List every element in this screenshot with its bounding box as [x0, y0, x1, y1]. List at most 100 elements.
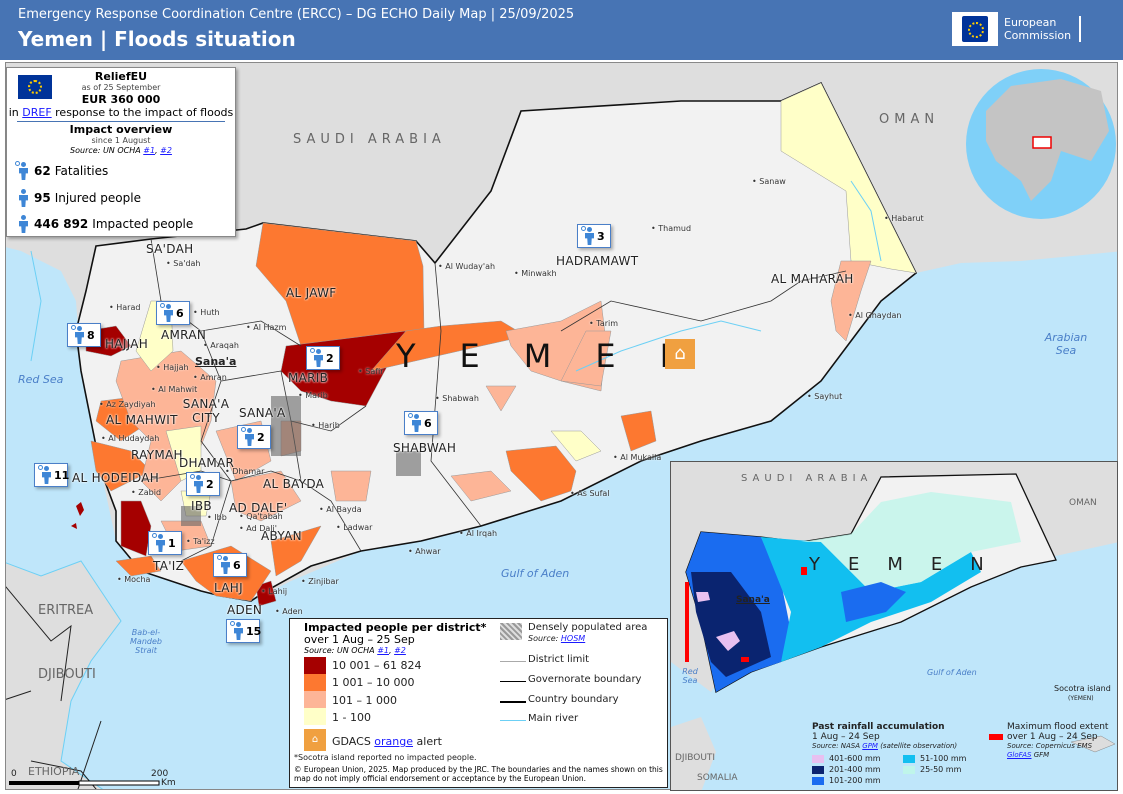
- legend-class2: 101 – 1 000: [332, 694, 397, 707]
- copyright: © European Union, 2025. Map produced by …: [294, 765, 663, 783]
- rain-swatch: [812, 777, 824, 785]
- impacted-people-icon: [15, 214, 30, 234]
- legend-link-1[interactable]: #1: [377, 646, 389, 655]
- source-link-2[interactable]: #2: [160, 146, 172, 155]
- source-link-1[interactable]: #1: [143, 146, 156, 155]
- main-map[interactable]: SAUDI ARABIA OMAN ERITREA DJIBOUTI ETHIO…: [5, 62, 1118, 790]
- governorate-label: RAYMAH: [131, 448, 183, 462]
- legend-class3: 1 001 – 10 000: [332, 676, 415, 689]
- gdacs-orange-alert-icon[interactable]: ⌂: [665, 339, 695, 369]
- legend-period: over 1 Aug – 25 Sep: [304, 633, 415, 646]
- gdacs-link[interactable]: orange: [374, 735, 414, 748]
- town-label: • Ta'izz: [186, 537, 215, 546]
- page-title: Yemen | Floods situation: [18, 27, 296, 51]
- person-icon: [38, 465, 53, 485]
- fatality-marker[interactable]: 2: [186, 472, 220, 496]
- town-label: • Minwakh: [514, 269, 557, 278]
- governorate-label: AL BAYDA: [263, 477, 325, 491]
- fatality-marker[interactable]: 6: [404, 411, 438, 435]
- fatality-marker[interactable]: 11: [34, 463, 69, 487]
- town-label: • Sa'dah: [166, 259, 201, 268]
- eu-flag-icon: [18, 75, 52, 99]
- person-icon: [160, 303, 175, 323]
- scale-start: 0: [11, 769, 17, 779]
- fatality-marker[interactable]: 15: [226, 619, 261, 643]
- rain-swatch: [903, 755, 915, 763]
- header: Emergency Response Coordination Centre (…: [0, 0, 1123, 60]
- scale-end: 200: [151, 769, 169, 779]
- governorate-label: IBB: [191, 499, 212, 513]
- fatality-marker[interactable]: 1: [148, 531, 182, 555]
- town-label: • Al Ghaydan: [848, 311, 902, 320]
- impact-since: since 1 August: [91, 136, 151, 145]
- town-label: • Safir: [358, 367, 384, 376]
- governorate-label: SHABWAH: [393, 441, 457, 455]
- fatality-marker[interactable]: 3: [577, 224, 611, 248]
- inset-socotra: Socotra island: [1054, 684, 1111, 693]
- fatality-marker[interactable]: 2: [306, 346, 340, 370]
- town-label: • Shabwah: [435, 394, 479, 403]
- rain-swatch: [812, 766, 824, 774]
- town-label: • Marib: [298, 391, 328, 400]
- legend-source: Source: UN OCHA: [304, 646, 375, 655]
- governorate-label: AL MAHARAH: [771, 272, 854, 286]
- fatality-count: 8: [87, 328, 95, 342]
- stat-injured: 95 Injured people: [15, 188, 141, 208]
- hosm-link[interactable]: HOSM: [560, 634, 586, 643]
- locator-extent: [1032, 136, 1052, 149]
- relief-impact-panel: ReliefEU as of 25 September EUR 360 000 …: [6, 67, 236, 237]
- town-label: • Huth: [193, 308, 220, 317]
- governorate-boundaries: [140, 238, 847, 562]
- legend-class4: 10 001 – 61 824: [332, 659, 422, 672]
- rain-class-label: 25-50 mm: [920, 765, 962, 774]
- town-label: • Hajjah: [156, 363, 189, 372]
- person-icon: [310, 348, 325, 368]
- rain-class-label: 51-100 mm: [920, 754, 967, 763]
- district-class1: [780, 82, 917, 274]
- fatality-marker[interactable]: 6: [156, 301, 190, 325]
- label-gulf-of-aden: Gulf of Aden: [501, 567, 570, 580]
- fatality-marker[interactable]: 2: [237, 425, 271, 449]
- town-label: • Dhamar: [225, 467, 265, 476]
- fatality-count: 6: [424, 416, 432, 430]
- governorate-label: HADRAMAWT: [556, 254, 639, 268]
- governorate-label: ABYAN: [261, 529, 302, 543]
- governorate-label: AD DALE': [229, 501, 288, 515]
- person-icon: [241, 427, 256, 447]
- person-icon: [71, 325, 86, 345]
- logo-line1: European: [1004, 16, 1057, 29]
- governorate-label: AMRAN: [161, 328, 207, 342]
- governorate-label: TA'IZ: [153, 559, 185, 573]
- dense-area-swatch: [500, 623, 522, 640]
- dref-link[interactable]: DREF: [22, 106, 52, 119]
- town-label: • Araqah: [203, 341, 239, 350]
- inset-socotra-sub: (YEMEN): [1068, 695, 1094, 702]
- town-label: • Ad Dali': [239, 524, 277, 533]
- fatality-marker[interactable]: 6: [213, 553, 247, 577]
- governorate-label: ADEN: [227, 603, 263, 617]
- legend-link-2[interactable]: #2: [394, 646, 406, 655]
- town-label: • Habarut: [884, 214, 924, 223]
- inset-red-sea: Red Sea: [682, 667, 698, 685]
- governorate-label: AL MAHWIT: [106, 413, 178, 427]
- locator-globe: [966, 69, 1116, 219]
- impact-source: Source: UN OCHA: [70, 146, 141, 155]
- socotra-note: Socotra island reported no impacted peop…: [298, 753, 477, 762]
- fatality-marker[interactable]: 8: [67, 323, 101, 347]
- inset-label-oman: OMAN: [1069, 498, 1097, 508]
- person-icon: [581, 226, 596, 246]
- town-label: • Ibb: [207, 513, 227, 522]
- governorate-label: SA'DAH: [146, 242, 194, 256]
- person-icon: [190, 474, 205, 494]
- rain-swatch: [903, 766, 915, 774]
- gpm-link[interactable]: GPM: [862, 742, 878, 750]
- legend-country: Country boundary: [528, 694, 619, 705]
- person-icon: [408, 413, 423, 433]
- town-label: • As Sufal: [570, 489, 610, 498]
- town-label: • Al Bayda: [319, 505, 362, 514]
- label-arabian-sea: Arabian Sea: [1044, 331, 1088, 357]
- rain-class-label: 401-600 mm: [829, 754, 881, 763]
- governorate-label: AL HODEIDAH: [72, 471, 160, 485]
- glofas-link[interactable]: GloFAS: [1007, 751, 1032, 759]
- district-class2: [450, 330, 612, 502]
